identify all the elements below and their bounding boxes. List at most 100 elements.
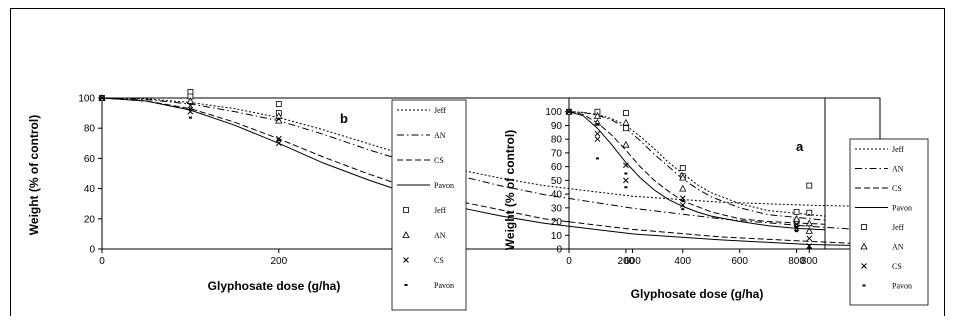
- point-jeff: [622, 110, 629, 116]
- point-jeff: [622, 125, 629, 132]
- legend-label: Jeff: [434, 206, 446, 215]
- point-cs: [679, 202, 686, 208]
- point-pavon: [188, 116, 192, 119]
- legend-marker-cs: [403, 257, 409, 263]
- chart-panel-b: 0200400600800020406080100Glyphosate dose…: [27, 89, 881, 311]
- point-pavon: [567, 110, 571, 113]
- point-pavon: [595, 157, 599, 160]
- legend-box: [849, 138, 929, 306]
- point-an: [622, 140, 630, 148]
- y-tick-label: 60: [84, 154, 96, 165]
- y-axis-title: Weight (% of control): [27, 115, 41, 235]
- point-cs: [806, 235, 813, 242]
- point-an: [805, 227, 813, 234]
- panel-label: a: [796, 139, 804, 154]
- legend-label: Jeff: [892, 145, 904, 154]
- curve-an: [101, 97, 881, 232]
- legend-marker-cs: [861, 263, 867, 269]
- point-jeff: [793, 209, 800, 215]
- legend-label: AN: [892, 243, 904, 252]
- legend-label: CS: [434, 156, 444, 165]
- legend-label: Jeff: [434, 106, 446, 115]
- point-cs: [623, 162, 629, 169]
- legend-label: CS: [892, 262, 902, 271]
- point-cs: [793, 225, 800, 232]
- curve-jeff: [568, 111, 826, 217]
- legend-label: CS: [434, 256, 444, 265]
- y-tick-label: 100: [78, 94, 95, 105]
- point-cs: [793, 221, 800, 228]
- legend-marker-an: [860, 242, 868, 250]
- legend-marker-jeff: [861, 224, 867, 230]
- point-jeff: [275, 101, 282, 107]
- curve-pavon: [568, 111, 826, 231]
- x-tick-label: 800: [788, 256, 805, 267]
- point-cs: [594, 130, 601, 137]
- point-pavon: [100, 97, 104, 99]
- point-pavon: [795, 226, 799, 229]
- legend-label: AN: [434, 131, 446, 140]
- point-cs: [187, 102, 194, 109]
- x-tick-label: 800: [801, 256, 818, 267]
- point-an: [622, 118, 630, 126]
- legend-label: CS: [892, 184, 902, 193]
- legend-marker-an: [402, 231, 410, 238]
- point-cs: [623, 177, 629, 184]
- curve-jeff: [101, 97, 881, 208]
- x-tick-label: 600: [731, 256, 748, 267]
- y-tick-label: 40: [551, 190, 563, 201]
- point-an: [186, 97, 195, 104]
- y-axis-title: Weight (% of control): [503, 130, 517, 250]
- y-tick-label: 70: [551, 148, 563, 159]
- figure-frame: [10, 8, 945, 316]
- chart-panel-a: 0 200 400 600 800 0 10 20 30 40 50 60 70 80 90 100 Glyph…: [503, 97, 929, 306]
- x-tick-label: 0: [99, 256, 105, 267]
- y-tick-label: 60: [551, 162, 563, 173]
- point-pavon: [624, 186, 628, 189]
- point-pavon: [795, 230, 799, 233]
- point-jeff: [806, 182, 813, 189]
- point-an: [593, 112, 602, 119]
- point-jeff: [806, 209, 813, 216]
- y-tick-label: 80: [84, 124, 96, 135]
- legend-marker-pavon: [862, 284, 866, 287]
- point-pavon: [277, 139, 281, 142]
- legend-label: Pavon: [892, 204, 912, 213]
- legend-label: Jeff: [892, 223, 904, 232]
- x-tick-label: 200: [618, 256, 635, 267]
- point-an: [275, 116, 283, 124]
- legend-label: Pavon: [434, 181, 454, 190]
- x-axis-title: Glyphosate dose (g/ha): [631, 287, 764, 301]
- point-pavon: [681, 208, 685, 211]
- x-tick-label: 200: [270, 256, 287, 267]
- point-pavon: [595, 123, 599, 126]
- point-pavon: [624, 172, 628, 175]
- plot-area: [568, 97, 826, 250]
- point-cs: [679, 195, 686, 202]
- point-an: [679, 173, 687, 181]
- curve-an: [568, 111, 826, 221]
- point-pavon: [681, 199, 685, 202]
- y-tick-label: 20: [84, 214, 96, 225]
- y-tick-label: 20: [551, 217, 563, 228]
- point-jeff: [679, 165, 686, 171]
- legend-marker-jeff: [403, 207, 409, 213]
- y-tick-label: 0: [556, 245, 562, 256]
- point-pavon: [188, 107, 192, 110]
- point-an: [792, 214, 801, 222]
- point-an: [679, 184, 687, 192]
- y-tick-label: 100: [545, 107, 562, 118]
- point-pavon: [807, 246, 811, 249]
- panel-label: b: [340, 111, 348, 126]
- y-tick-label: 0: [89, 245, 95, 256]
- x-tick-label: 400: [674, 256, 691, 267]
- y-tick-label: 40: [84, 184, 96, 195]
- point-cs: [806, 243, 813, 249]
- point-pavon: [277, 118, 281, 121]
- y-tick-label: 80: [551, 135, 563, 146]
- x-tick-label: 600: [624, 256, 641, 267]
- legend-box: [391, 99, 467, 311]
- legend-label: Pavon: [434, 281, 454, 290]
- legend-marker-pavon: [404, 284, 408, 286]
